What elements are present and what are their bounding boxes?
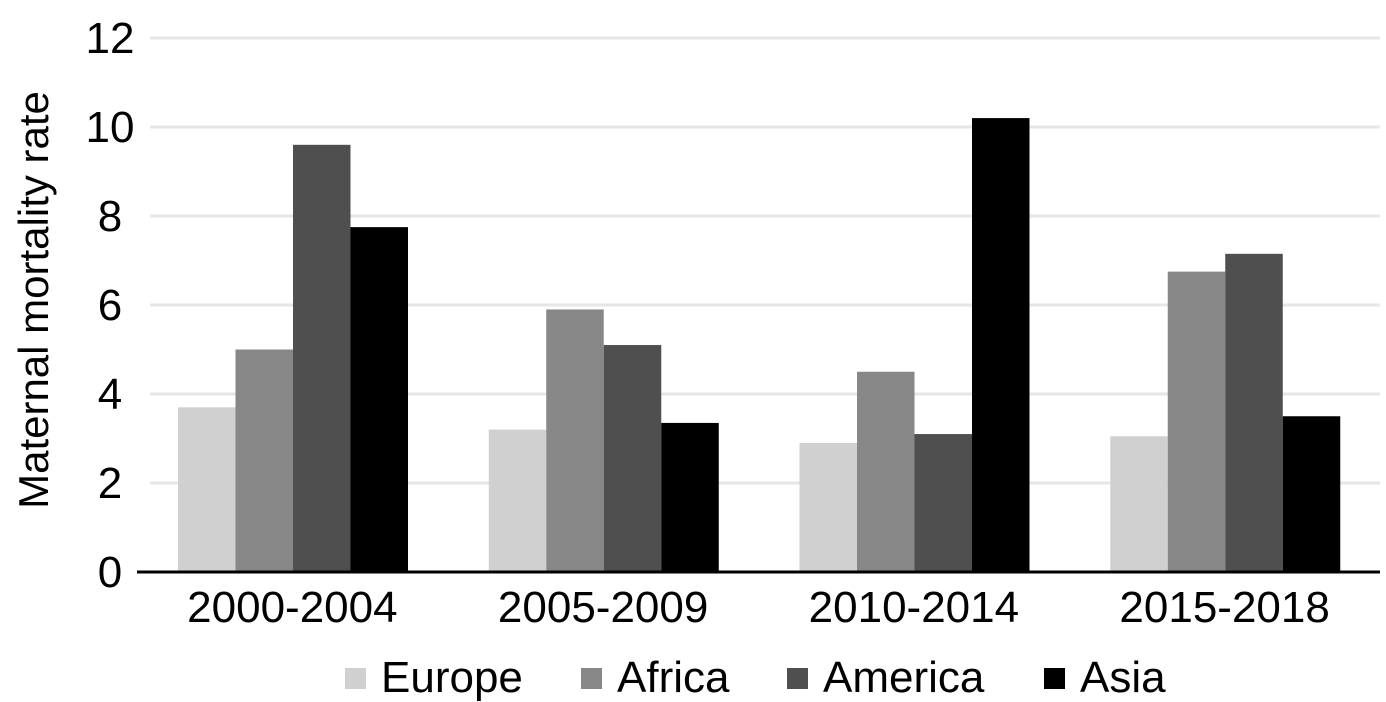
bar-asia-2010-2014 (972, 118, 1030, 572)
bar-america-2010-2014 (914, 434, 972, 572)
x-tick-label: 2010-2014 (809, 583, 1019, 632)
bar-asia-2005-2009 (661, 422, 719, 572)
legend-swatch-america (787, 668, 808, 689)
bar-africa-2015-2018 (1167, 271, 1226, 572)
legend-label-europe: Europe (381, 653, 523, 702)
x-tick-label: 2005-2009 (498, 583, 708, 632)
legend-swatch-asia (1044, 668, 1065, 689)
x-tick-label: 2000-2004 (187, 583, 397, 632)
legend-label-asia: Asia (1080, 653, 1166, 702)
bar-europe-2000-2004 (178, 407, 236, 572)
bar-africa-2005-2009 (546, 309, 604, 572)
y-tick-label: 12 (86, 14, 135, 63)
y-tick-label: 10 (86, 103, 135, 152)
y-tick-label: 4 (98, 370, 122, 419)
y-axis-tick-labels: 0 2 4 6 8 10 12 (86, 14, 135, 597)
bar-america-2005-2009 (603, 345, 662, 572)
legend-label-africa: Africa (617, 653, 730, 702)
x-tick-label: 2015-2018 (1119, 583, 1329, 632)
x-axis-tick-labels: 2000-2004 2005-2009 2010-2014 2015-2018 (187, 583, 1330, 632)
bar-asia-2000-2004 (350, 227, 408, 572)
bar-europe-2015-2018 (1110, 436, 1168, 572)
y-tick-label: 0 (98, 548, 122, 597)
bar-africa-2000-2004 (235, 349, 293, 572)
bars (178, 118, 1341, 573)
y-tick-label: 2 (98, 459, 122, 508)
y-axis-title: Maternal mortality rate (10, 91, 57, 509)
y-tick-label: 6 (98, 281, 122, 330)
legend-swatch-europe (345, 668, 366, 689)
y-tick-label: 8 (98, 192, 122, 241)
bar-america-2015-2018 (1225, 253, 1283, 572)
legend: Europe Africa America Asia (345, 653, 1166, 702)
bar-america-2000-2004 (293, 144, 351, 573)
bar-africa-2010-2014 (857, 371, 915, 572)
legend-swatch-africa (581, 668, 602, 689)
legend-label-america: America (823, 653, 985, 702)
bar-europe-2010-2014 (799, 442, 857, 572)
bar-asia-2015-2018 (1282, 416, 1341, 572)
bar-europe-2005-2009 (488, 429, 547, 572)
